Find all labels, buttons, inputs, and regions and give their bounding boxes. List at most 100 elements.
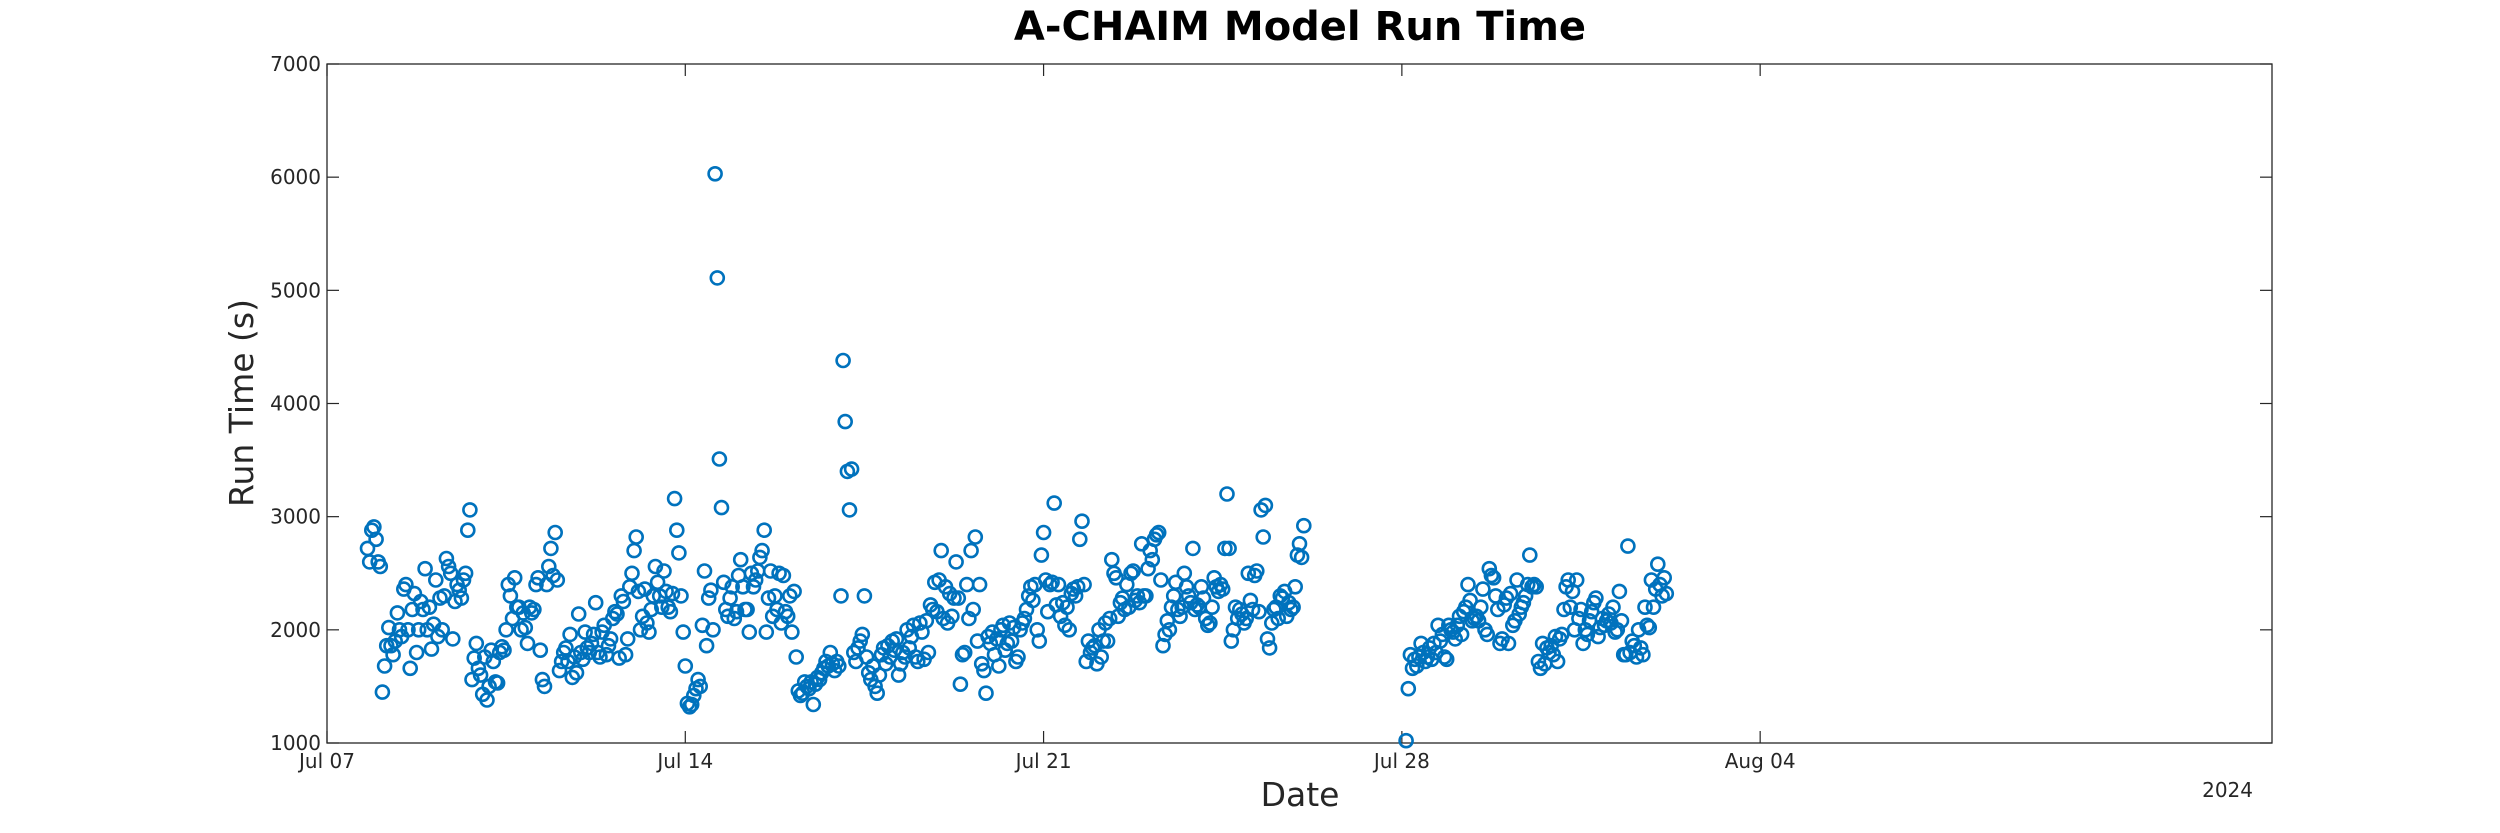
data-point — [732, 551, 749, 568]
data-point — [587, 594, 604, 611]
data-point — [641, 624, 657, 640]
data-point — [1101, 610, 1118, 627]
data-point — [843, 461, 860, 477]
data-point — [410, 621, 427, 638]
data-point — [1658, 585, 1675, 602]
data-point — [489, 675, 506, 691]
y-tick-label: 5000 — [270, 278, 321, 302]
data-point — [434, 621, 451, 638]
data-point — [758, 624, 775, 640]
data-point — [1061, 621, 1077, 638]
data-point — [1178, 578, 1195, 595]
data-point — [653, 599, 670, 616]
data-point — [683, 696, 700, 713]
data-point — [1502, 585, 1519, 602]
data-point — [935, 610, 952, 627]
y-tick-label: 6000 — [270, 165, 321, 189]
data-point — [976, 662, 992, 679]
y-tick-label: 7000 — [270, 52, 321, 76]
data-point — [1214, 581, 1231, 597]
data-point — [536, 678, 553, 695]
data-point — [619, 631, 636, 647]
data-point — [609, 606, 625, 622]
data-point — [398, 576, 414, 593]
data-point — [368, 531, 384, 548]
data-point — [1281, 594, 1297, 611]
data-point — [1641, 619, 1658, 636]
data-point — [1031, 633, 1048, 649]
data-point — [1133, 535, 1150, 552]
x-axis-year-label: 2024 — [2202, 778, 2253, 802]
data-point — [1016, 610, 1033, 627]
data-point — [1172, 608, 1188, 625]
data-points — [359, 166, 1675, 749]
data-point — [1123, 565, 1139, 582]
data-point — [1159, 612, 1176, 629]
data-point — [1453, 626, 1470, 643]
data-point — [1249, 563, 1265, 579]
data-point — [1605, 599, 1621, 616]
data-point — [1479, 626, 1495, 643]
data-point — [1609, 621, 1626, 638]
data-point — [1620, 538, 1636, 554]
data-point — [1144, 551, 1161, 568]
data-point — [438, 550, 455, 567]
data-point — [990, 658, 1007, 674]
data-point — [805, 696, 822, 713]
data-point — [956, 644, 973, 661]
data-point — [741, 624, 758, 640]
data-point — [1515, 594, 1532, 611]
data-point — [376, 658, 393, 674]
data-point — [1526, 576, 1542, 593]
data-point — [1078, 653, 1094, 670]
data-point — [888, 631, 905, 647]
data-point — [617, 646, 634, 663]
data-point — [1613, 612, 1630, 629]
data-point — [1018, 601, 1035, 618]
data-point — [1219, 486, 1235, 502]
data-point — [1473, 599, 1489, 616]
data-point — [854, 626, 871, 643]
data-point — [726, 610, 743, 627]
data-point — [496, 642, 512, 659]
data-point — [1202, 615, 1218, 631]
data-point — [1571, 610, 1587, 627]
data-point — [1140, 560, 1156, 577]
data-point — [869, 685, 886, 702]
data-point — [666, 490, 683, 507]
data-point — [1270, 610, 1286, 627]
data-point — [1033, 547, 1050, 563]
data-point — [1003, 633, 1020, 649]
data-point — [700, 590, 717, 606]
data-point — [1074, 513, 1090, 530]
data-point — [421, 599, 438, 616]
data-point — [786, 583, 802, 600]
data-point — [1253, 502, 1269, 518]
data-point — [850, 640, 866, 656]
data-point — [604, 610, 621, 627]
data-point — [564, 669, 581, 686]
data-point — [1129, 588, 1146, 604]
data-point — [973, 655, 990, 672]
data-point — [1010, 649, 1026, 665]
data-point — [534, 671, 551, 688]
data-point — [1084, 640, 1101, 656]
data-point — [1200, 617, 1216, 634]
data-point — [1296, 517, 1312, 534]
data-point — [427, 572, 444, 588]
data-point — [1097, 615, 1114, 631]
data-point — [402, 660, 419, 677]
data-point — [1656, 569, 1672, 586]
data-point — [1645, 599, 1662, 616]
data-point — [1522, 547, 1538, 563]
data-point — [374, 684, 391, 700]
data-point — [1221, 540, 1237, 557]
data-point — [1632, 640, 1649, 656]
data-point — [1398, 732, 1414, 749]
chart-title: A-CHAIM Model Run Time — [1014, 4, 1586, 50]
data-point — [1125, 563, 1141, 579]
data-point — [775, 567, 792, 584]
data-point — [615, 593, 632, 610]
data-point — [1197, 610, 1214, 627]
y-tick-label: 3000 — [270, 505, 321, 529]
